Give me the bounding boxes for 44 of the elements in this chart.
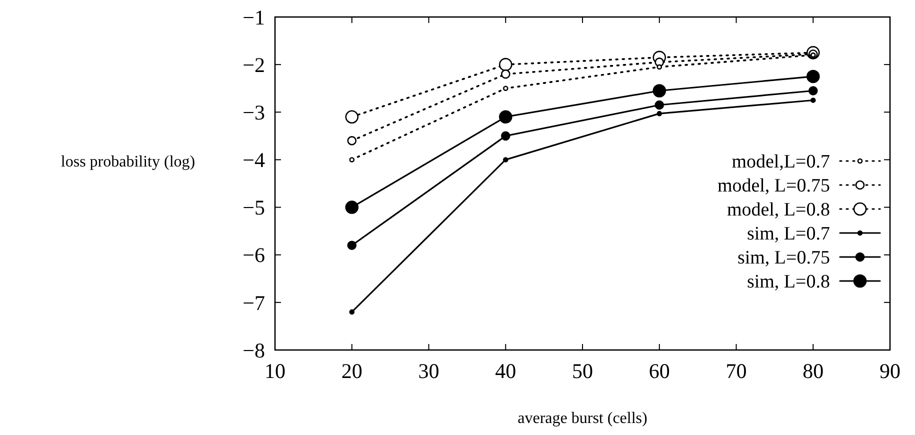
y-tick-label: −2 bbox=[242, 52, 265, 77]
point bbox=[347, 240, 357, 250]
point bbox=[500, 69, 510, 79]
point bbox=[498, 58, 512, 72]
x-tick-label: 40 bbox=[495, 359, 516, 383]
point bbox=[349, 309, 355, 315]
point bbox=[347, 136, 357, 146]
point bbox=[500, 131, 510, 141]
legend-label: model,L=0.7 bbox=[732, 152, 830, 173]
x-tick-label: 80 bbox=[802, 359, 824, 383]
y-tick-label: −8 bbox=[242, 338, 265, 362]
legend-label: model, L=0.75 bbox=[717, 176, 830, 197]
x-tick-label: 30 bbox=[418, 359, 440, 383]
y-tick-label: −3 bbox=[242, 100, 265, 124]
point bbox=[349, 157, 355, 162]
x-tick-label: 70 bbox=[726, 359, 747, 383]
x-tick-label: 50 bbox=[572, 359, 593, 383]
x-axis-title: average burst (cells) bbox=[518, 410, 648, 427]
point bbox=[656, 110, 662, 116]
point bbox=[808, 86, 818, 96]
point bbox=[652, 84, 666, 98]
point bbox=[502, 86, 508, 92]
point bbox=[345, 110, 359, 124]
point bbox=[502, 157, 508, 162]
legend-label: model, L=0.8 bbox=[726, 200, 830, 221]
x-tick-label: 60 bbox=[648, 359, 670, 383]
point bbox=[345, 200, 359, 214]
point bbox=[498, 110, 512, 124]
y-axis-title: loss probability (log) bbox=[60, 154, 196, 171]
y-tick-label: −4 bbox=[242, 148, 266, 172]
y-tick-label: −1 bbox=[242, 5, 265, 30]
y-tick-label: −6 bbox=[242, 243, 265, 268]
x-tick-label: 10 bbox=[264, 359, 286, 383]
x-tick-label: 20 bbox=[341, 359, 362, 383]
y-tick-label: −7 bbox=[242, 290, 265, 315]
x-tick-label: 90 bbox=[880, 359, 900, 383]
point bbox=[806, 70, 820, 84]
point bbox=[656, 64, 662, 70]
y-tick-label: −5 bbox=[242, 196, 265, 220]
legend-label: sim, L=0.8 bbox=[746, 272, 830, 293]
point bbox=[810, 98, 816, 103]
point bbox=[654, 100, 664, 110]
legend-label: sim, L=0.75 bbox=[737, 248, 830, 269]
legend-label: sim, L=0.7 bbox=[746, 224, 830, 245]
